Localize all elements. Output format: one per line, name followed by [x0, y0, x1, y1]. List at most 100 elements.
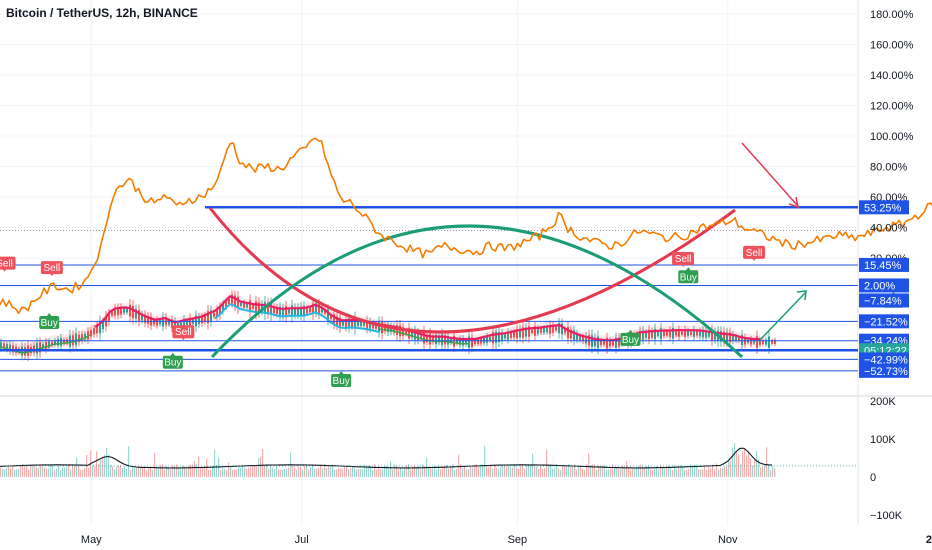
volume-bar [526, 465, 528, 477]
candle-body [768, 336, 770, 348]
candle-body [141, 313, 143, 321]
volume-bar [410, 469, 412, 477]
volume-bar [394, 464, 396, 477]
price-series [0, 137, 932, 315]
volume-bar [28, 469, 30, 477]
candle-body [147, 315, 149, 324]
candle-body [204, 315, 206, 322]
candle-series [0, 290, 776, 362]
candle-body [276, 307, 278, 315]
volume-bar [684, 470, 686, 477]
candle-body [519, 328, 521, 338]
volume-bar [544, 468, 546, 477]
candle-body [315, 303, 317, 313]
candle-body [198, 316, 200, 325]
volume-bar [772, 466, 774, 477]
volume-bar [460, 464, 462, 477]
volume-bar [758, 459, 760, 477]
volume-bar [244, 467, 246, 477]
candle-body [759, 339, 761, 345]
volume-bar [724, 466, 726, 477]
candle-body [372, 323, 374, 329]
volume-bar [570, 465, 572, 477]
volume-bar [336, 469, 338, 477]
candle-body [435, 334, 437, 345]
volume-bar [54, 470, 56, 477]
ma-line-green [379, 328, 471, 345]
volume-bar [308, 470, 310, 477]
volume-bar [678, 465, 680, 477]
volume-bar [752, 465, 754, 477]
candle-body [570, 329, 572, 339]
volume-bar [726, 466, 728, 477]
volume-bar [696, 464, 698, 477]
candle-body [765, 339, 767, 345]
volume-bar [610, 468, 612, 477]
volume-bar [522, 465, 524, 477]
volume-bar [156, 468, 158, 477]
signal-label: Sell [175, 327, 192, 338]
ma-line-cyan [214, 302, 381, 334]
volume-bar [238, 467, 240, 477]
candle-body [732, 334, 734, 341]
candle-body [111, 311, 113, 316]
volume-bar [768, 464, 770, 477]
volume-bar [228, 462, 230, 477]
candle-body [126, 308, 128, 313]
volume-bar [650, 469, 652, 477]
candle-body [297, 307, 299, 316]
candle-body [618, 337, 620, 347]
volume-bar [190, 464, 192, 477]
volume-bar [70, 469, 72, 477]
candle-body [423, 331, 425, 344]
volume-bar [310, 467, 312, 477]
volume-bar [22, 464, 24, 477]
volume-bar [648, 465, 650, 477]
volume-bar [700, 469, 702, 477]
volume-bar [690, 464, 692, 477]
volume-bar [344, 467, 346, 477]
volume-bar [392, 469, 394, 477]
series-line-orange [0, 137, 932, 315]
candle-body [411, 331, 413, 338]
volume-bar [412, 466, 414, 477]
volume-bar [236, 469, 238, 477]
candle-body [462, 338, 464, 346]
volume-bar [302, 469, 304, 477]
candle-body [666, 331, 668, 336]
candle-body [567, 327, 569, 339]
candle-body [81, 334, 83, 341]
volume-bar [568, 464, 570, 477]
volume-bar [484, 445, 486, 477]
candle-body [123, 308, 125, 313]
candle-body [660, 328, 662, 340]
x-tick-label: May [81, 534, 102, 546]
volume-bar [668, 465, 670, 477]
volume-bar [326, 468, 328, 477]
price-badge [859, 257, 909, 272]
candle-body [135, 309, 137, 319]
volume-bar [258, 458, 260, 477]
volume-bar [550, 464, 552, 477]
volume-bar [324, 464, 326, 477]
volume-bar [620, 469, 622, 477]
volume-bar [168, 468, 170, 477]
volume-bar [110, 464, 112, 477]
volume-bar [498, 469, 500, 477]
volume-bar [670, 467, 672, 477]
candle-body [309, 307, 311, 313]
volume-bar [646, 465, 648, 477]
candle-body [357, 320, 359, 326]
candle-body [408, 327, 410, 339]
volume-bar [744, 449, 746, 477]
candle-body [495, 331, 497, 344]
candle-body [513, 331, 515, 338]
volume-bar [304, 465, 306, 477]
volume-bar [20, 466, 22, 477]
candle-body [687, 330, 689, 336]
candle-body [447, 336, 449, 345]
candle-body [366, 320, 368, 329]
candle-body [312, 303, 314, 315]
candle-body [483, 337, 485, 343]
candle-body [600, 340, 602, 346]
